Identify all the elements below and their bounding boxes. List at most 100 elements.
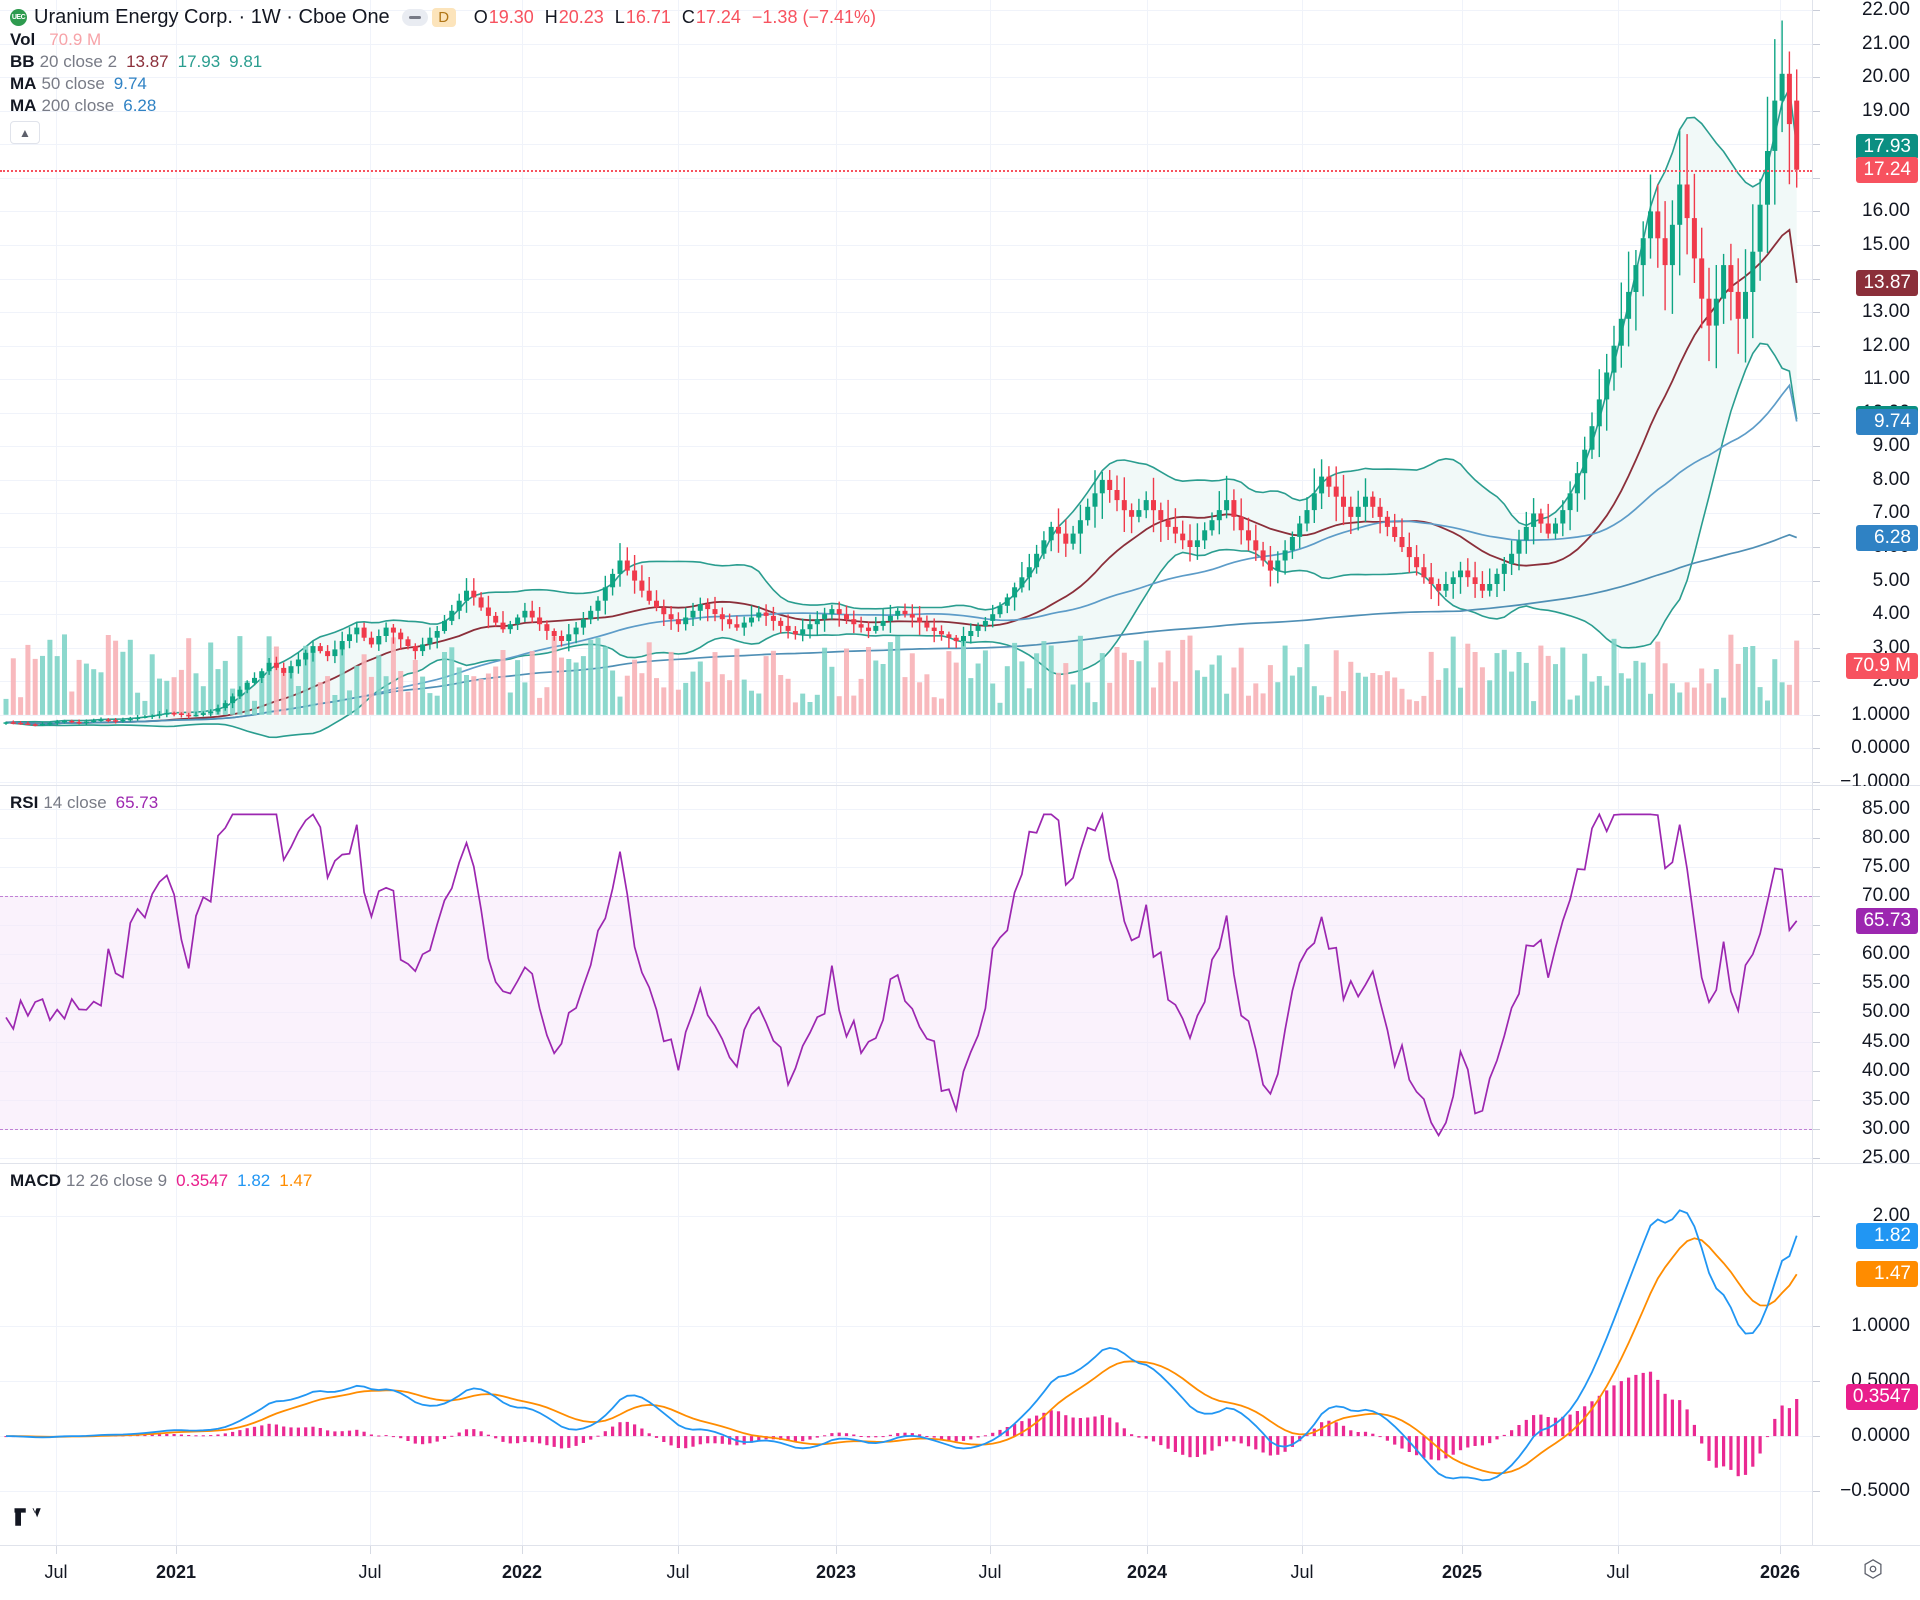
price-plot[interactable] bbox=[0, 0, 1812, 785]
grid-line bbox=[0, 312, 1812, 314]
time-axis-label[interactable]: Jul bbox=[358, 1562, 382, 1582]
axis-tick bbox=[1813, 808, 1820, 810]
legend-row-ma-3[interactable]: MA 200 close 6.28 bbox=[10, 95, 876, 117]
time-axis-label[interactable]: 2026 bbox=[1759, 1562, 1801, 1582]
symbol-row[interactable]: UEC Uranium Energy Corp. · 1W · Cboe One… bbox=[10, 6, 876, 29]
time-axis-label[interactable]: Jul bbox=[1290, 1562, 1314, 1582]
macd-scale[interactable]: 2.00 1.0000 0.5000 0.0000 −0.5000 1.82 1.47 0.3… bbox=[1812, 1164, 1920, 1545]
legend-indicator-value: 70.9 M bbox=[49, 30, 102, 49]
axis-tick bbox=[1813, 1381, 1820, 1383]
rsi-name: RSI bbox=[10, 793, 39, 812]
legend-indicator-name: Vol bbox=[10, 30, 36, 49]
collapse-legend-button[interactable]: ▲ bbox=[10, 121, 40, 144]
last-price-badge[interactable]: 17.24 bbox=[1856, 156, 1918, 183]
bb-basis-badge[interactable]: 13.87 bbox=[1856, 269, 1918, 296]
ma200-badge[interactable]: 6.28 bbox=[1856, 524, 1918, 551]
rsi-plot[interactable] bbox=[0, 786, 1812, 1163]
session-badge[interactable]: D bbox=[431, 8, 456, 27]
axis-tick bbox=[1813, 1436, 1820, 1438]
volume-badge[interactable]: 70.9 M bbox=[1845, 653, 1918, 680]
price-axis-label: 0.0000 bbox=[1851, 737, 1910, 759]
time-axis-label[interactable]: 2025 bbox=[1441, 1562, 1483, 1582]
axis-tick bbox=[1813, 837, 1820, 839]
axis-tick bbox=[1813, 446, 1820, 448]
time-axis-label[interactable]: Jul bbox=[44, 1562, 68, 1582]
grid-line bbox=[0, 10, 1812, 11]
axis-tick bbox=[1813, 43, 1820, 45]
rsi-axis-label: 35.00 bbox=[1861, 1088, 1910, 1110]
grid-line-vertical bbox=[56, 1164, 57, 1545]
macd-pane[interactable]: 2.00 1.0000 0.5000 0.0000 −0.5000 1.82 1.47 0.3… bbox=[0, 1164, 1920, 1546]
grid-line bbox=[0, 714, 1812, 716]
time-tick bbox=[56, 1546, 57, 1554]
grid-line-vertical bbox=[678, 0, 679, 785]
macd-line-badge[interactable]: 1.82 bbox=[1856, 1222, 1918, 1249]
time-axis-label[interactable]: Jul bbox=[978, 1562, 1002, 1582]
price-axis-label: 13.00 bbox=[1861, 301, 1910, 323]
rsi-scale[interactable]: 85.0080.0075.0070.0065.0060.0055.0050.00… bbox=[1812, 786, 1920, 1168]
macd-legend-row[interactable]: MACD 12 26 close 9 0.3547 1.82 1.47 bbox=[10, 1170, 312, 1192]
macd-plot[interactable] bbox=[0, 1164, 1812, 1545]
macd-axis-label: 0.0000 bbox=[1851, 1425, 1910, 1447]
axis-tick bbox=[1813, 983, 1820, 985]
visibility-icon[interactable] bbox=[401, 9, 428, 26]
rsi-legend-row[interactable]: RSI 14 close 65.73 bbox=[10, 792, 158, 814]
macd-signal-badge[interactable]: 1.47 bbox=[1856, 1261, 1918, 1288]
grid-line bbox=[0, 144, 1812, 146]
macd-axis-label: 2.00 bbox=[1872, 1204, 1910, 1226]
low-key: L bbox=[614, 7, 625, 27]
legend-indicator-args: 200 close bbox=[41, 96, 115, 115]
legend-indicator-args: 50 close bbox=[41, 74, 105, 93]
time-tick bbox=[990, 1546, 991, 1554]
time-axis-label[interactable]: 2024 bbox=[1126, 1562, 1168, 1582]
legend-indicator-value: 9.81 bbox=[229, 52, 263, 71]
time-axis[interactable]: Jul 2021 Jul 2022 Jul 2023 Jul 2024 Jul 2025 Jul 20… bbox=[0, 1508, 1920, 1600]
axis-tick bbox=[1813, 866, 1820, 868]
macd-legend-value: 1.47 bbox=[279, 1171, 313, 1190]
time-tick bbox=[1618, 1546, 1619, 1554]
legend-row-vol-0[interactable]: Vol 70.9 M bbox=[10, 29, 876, 51]
axis-tick bbox=[1813, 614, 1820, 616]
grid-line-vertical bbox=[1780, 1164, 1781, 1545]
close-key: C bbox=[681, 7, 695, 27]
time-tick bbox=[1302, 1546, 1303, 1554]
tradingview-logo-icon[interactable] bbox=[12, 1502, 50, 1540]
axis-tick bbox=[1813, 1491, 1820, 1493]
axis-tick bbox=[1813, 379, 1820, 381]
rsi-pane[interactable]: 85.0080.0075.0070.0065.0060.0055.0050.00… bbox=[0, 786, 1920, 1168]
time-axis-label[interactable]: 2022 bbox=[501, 1562, 543, 1582]
grid-line bbox=[0, 211, 1812, 213]
time-tick bbox=[1780, 1546, 1781, 1554]
symbol-title[interactable]: Uranium Energy Corp. · 1W · Cboe One bbox=[34, 6, 390, 28]
gear-icon[interactable] bbox=[1862, 1558, 1884, 1580]
time-tick bbox=[1147, 1546, 1148, 1554]
grid-line bbox=[0, 808, 1812, 810]
uranium-energy-logo-icon: UEC bbox=[10, 9, 27, 26]
axis-tick bbox=[1813, 1070, 1820, 1072]
legend-indicator-name: MA bbox=[10, 96, 37, 115]
grid-line-vertical bbox=[1302, 1164, 1303, 1545]
legend-row-bb-1[interactable]: BB 20 close 2 13.87 17.93 9.81 bbox=[10, 51, 876, 73]
price-pane[interactable]: 22.0021.0020.0019.0018.0017.0016.0015.00… bbox=[0, 0, 1920, 792]
macd-hist-badge[interactable]: 0.3547 bbox=[1845, 1384, 1918, 1411]
legend-row-ma-2[interactable]: MA 50 close 9.74 bbox=[10, 73, 876, 95]
axis-tick bbox=[1813, 278, 1820, 280]
axis-tick bbox=[1813, 177, 1820, 179]
axis-tick bbox=[1813, 479, 1820, 481]
rsi-value: 65.73 bbox=[115, 793, 159, 812]
axis-tick bbox=[1813, 144, 1820, 146]
time-axis-label[interactable]: Jul bbox=[666, 1562, 690, 1582]
bb-upper-badge[interactable]: 17.93 bbox=[1856, 133, 1918, 160]
time-axis-label[interactable]: 2023 bbox=[815, 1562, 857, 1582]
rsi-badge[interactable]: 65.73 bbox=[1856, 907, 1918, 934]
low-value: 16.71 bbox=[625, 7, 671, 27]
time-axis-label[interactable]: 2021 bbox=[155, 1562, 197, 1582]
price-axis-label: 12.00 bbox=[1861, 334, 1910, 356]
grid-line-vertical bbox=[522, 0, 523, 785]
high-key: H bbox=[544, 7, 558, 27]
price-axis-label: 15.00 bbox=[1861, 233, 1910, 255]
price-scale[interactable]: 22.0021.0020.0019.0018.0017.0016.0015.00… bbox=[1812, 0, 1920, 792]
time-axis-label[interactable]: Jul bbox=[1606, 1562, 1630, 1582]
time-tick bbox=[836, 1546, 837, 1554]
ma50-badge[interactable]: 9.74 bbox=[1856, 408, 1918, 435]
